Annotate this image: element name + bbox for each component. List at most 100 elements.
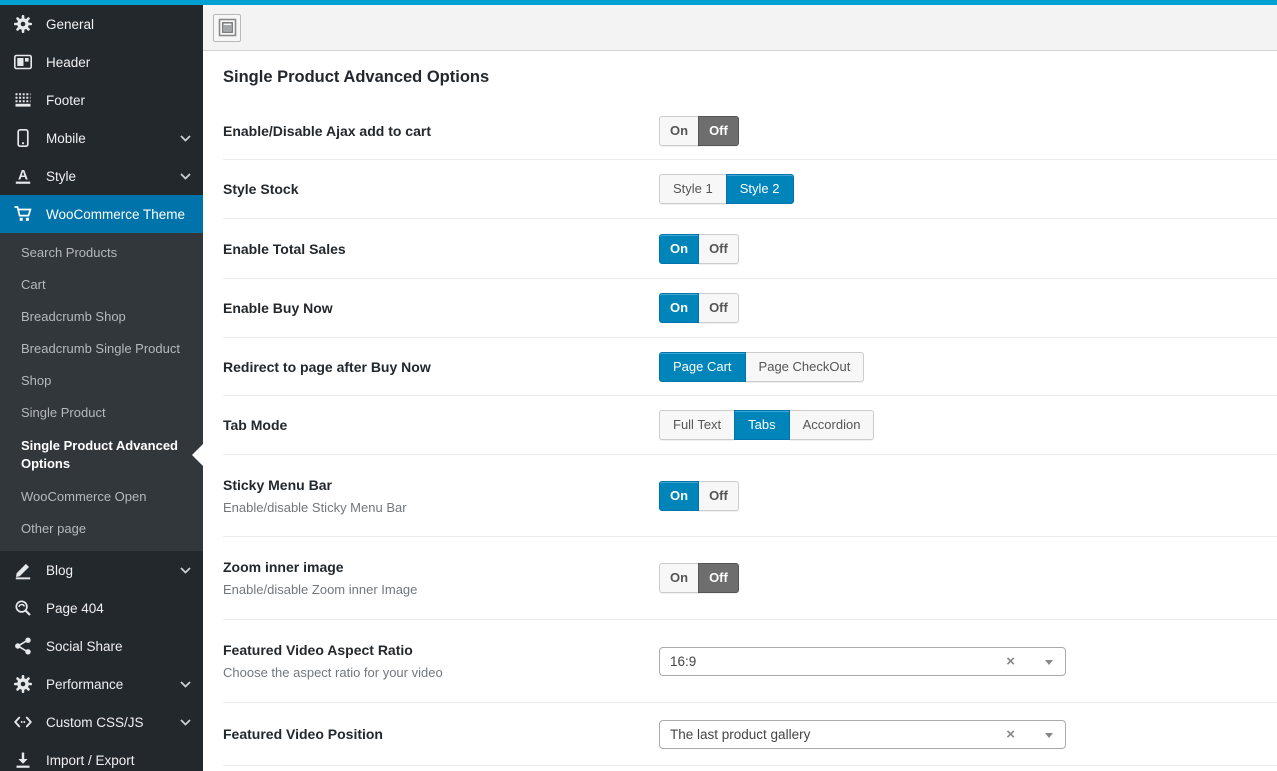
- sidebar-item-label: Import / Export: [46, 752, 135, 768]
- toggle-on-button[interactable]: On: [659, 480, 700, 511]
- toggle-on-button[interactable]: On: [659, 293, 700, 323]
- toggle-off-button[interactable]: Off: [698, 480, 739, 511]
- submenu-item-breadcrumb-single-product[interactable]: Breadcrumb Single Product: [21, 341, 180, 356]
- code-icon: [13, 712, 33, 732]
- sidebar-item-woocommerce-theme[interactable]: WooCommerce Theme: [0, 195, 203, 233]
- style-2-button[interactable]: Style 2: [725, 174, 794, 204]
- tabs-button[interactable]: Tabs: [734, 410, 790, 440]
- toggle-off-button[interactable]: Off: [698, 293, 739, 323]
- gear-icon: [13, 674, 33, 694]
- sidebar-item-style[interactable]: A Style: [0, 157, 203, 195]
- ajax-add-to-cart-toggle: On Off: [659, 116, 739, 146]
- style-1-button[interactable]: Style 1: [659, 174, 727, 204]
- option-row-ajax-add-to-cart: Enable/Disable Ajax add to cart On Off: [223, 103, 1277, 160]
- sidebar-item-label: Custom CSS/JS: [46, 714, 144, 730]
- page-title: Single Product Advanced Options: [223, 67, 490, 86]
- option-row-total-sales: Enable Total Sales On Off: [223, 219, 1277, 279]
- video-position-select[interactable]: The last product gallery ×: [659, 719, 1066, 749]
- toggle-off-button[interactable]: Off: [698, 116, 739, 146]
- sidebar-item-mobile[interactable]: Mobile: [0, 119, 203, 157]
- redirect-page-buttons: Page Cart Page CheckOut: [659, 351, 865, 382]
- submenu-item-cart[interactable]: Cart: [21, 277, 46, 292]
- zoom-inner-toggle: On Off: [659, 563, 739, 593]
- option-row-redirect-after-buy-now: Redirect to page after Buy Now Page Cart…: [223, 338, 1277, 396]
- option-label: Redirect to page after Buy Now: [223, 358, 431, 375]
- toggle-on-button[interactable]: On: [659, 116, 700, 146]
- full-text-button[interactable]: Full Text: [659, 410, 736, 440]
- mobile-icon: [13, 128, 33, 148]
- submenu-item-shop[interactable]: Shop: [21, 373, 52, 388]
- chevron-down-icon: [1045, 732, 1053, 738]
- submenu-item-breadcrumb-shop[interactable]: Breadcrumb Shop: [21, 309, 126, 324]
- sidebar-item-footer[interactable]: Footer: [0, 81, 203, 119]
- option-label: Sticky Menu Bar: [223, 476, 332, 493]
- tab-mode-buttons: Full Text Tabs Accordion: [659, 410, 875, 440]
- sidebar-item-label: Footer: [46, 92, 86, 108]
- sticky-menu-toggle: On Off: [659, 480, 739, 511]
- active-item-pointer: [192, 444, 203, 466]
- submenu-item-single-product-advanced-options[interactable]: Single Product Advanced Options: [0, 429, 203, 481]
- sidebar-item-blog[interactable]: Blog: [0, 551, 203, 589]
- option-label: Zoom inner image: [223, 559, 344, 575]
- header-icon: [13, 52, 33, 72]
- chevron-down-icon: [1045, 659, 1053, 665]
- option-row-style-stock: Style Stock Style 1 Style 2: [223, 160, 1277, 219]
- settings-panel: Single Product Advanced Options Enable/D…: [203, 51, 1277, 771]
- chevron-down-icon[interactable]: [180, 718, 191, 726]
- option-label: Tab Mode: [223, 417, 288, 433]
- submenu-item-woocommerce-open[interactable]: WooCommerce Open: [21, 489, 147, 504]
- sidebar-item-general[interactable]: General: [0, 5, 203, 43]
- clear-selection-icon[interactable]: ×: [1006, 652, 1015, 670]
- expand-panel-button[interactable]: [213, 13, 241, 42]
- sidebar-item-label: WooCommerce Theme: [46, 206, 186, 222]
- option-row-buy-now: Enable Buy Now On Off: [223, 279, 1277, 338]
- option-subtitle: Choose the aspect ratio for your video: [223, 665, 443, 680]
- option-label: Enable Total Sales: [223, 240, 346, 257]
- option-row-tab-mode: Tab Mode Full Text Tabs Accordion: [223, 396, 1277, 455]
- option-row-featured-video-position: Featured Video Position The last product…: [223, 703, 1277, 766]
- cart-icon: [13, 204, 33, 224]
- page-checkout-button[interactable]: Page CheckOut: [744, 351, 865, 382]
- sidebar-item-label: Social Share: [46, 638, 123, 654]
- share-icon: [13, 636, 33, 656]
- toggle-off-button[interactable]: Off: [698, 563, 739, 593]
- option-subtitle: Enable/disable Zoom inner Image: [223, 582, 418, 597]
- svg-text:A: A: [18, 167, 28, 183]
- sidebar-item-header[interactable]: Header: [0, 43, 203, 81]
- sidebar-item-label: General: [46, 16, 95, 32]
- panel-layout-icon: [218, 18, 236, 37]
- sidebar-item-custom-css-js[interactable]: Custom CSS/JS: [0, 703, 203, 741]
- submenu-item-search-products[interactable]: Search Products: [21, 245, 118, 260]
- toggle-on-button[interactable]: On: [659, 233, 700, 264]
- aspect-ratio-select[interactable]: 16:9 ×: [659, 646, 1066, 676]
- sidebar-item-page-404[interactable]: Page 404: [0, 589, 203, 627]
- content-toolbar: [203, 5, 1277, 51]
- sidebar-item-label: Performance: [46, 676, 124, 692]
- submenu-item-single-product[interactable]: Single Product: [21, 405, 106, 420]
- chevron-down-icon[interactable]: [180, 172, 191, 180]
- sidebar-item-performance[interactable]: Performance: [0, 665, 203, 703]
- sidebar-item-label: Blog: [46, 562, 74, 578]
- chevron-down-icon[interactable]: [180, 566, 191, 574]
- option-row-sticky-menu-bar: Sticky Menu Bar Enable/disable Sticky Me…: [223, 455, 1277, 537]
- options-sidebar: General Header Footer Mobile: [0, 5, 203, 771]
- accordion-button[interactable]: Accordion: [788, 410, 875, 440]
- toggle-off-button[interactable]: Off: [698, 233, 739, 264]
- page-cart-button[interactable]: Page Cart: [659, 351, 746, 382]
- sidebar-item-social-share[interactable]: Social Share: [0, 627, 203, 665]
- clear-selection-icon[interactable]: ×: [1006, 725, 1015, 743]
- option-subtitle: Enable/disable Sticky Menu Bar: [223, 499, 407, 515]
- total-sales-toggle: On Off: [659, 233, 739, 264]
- sidebar-top-menu: General Header Footer Mobile: [0, 5, 203, 233]
- toggle-on-button[interactable]: On: [659, 563, 700, 593]
- selected-value: The last product gallery: [670, 726, 811, 742]
- search-404-icon: [13, 598, 33, 618]
- style-a-icon: A: [13, 166, 33, 186]
- style-stock-buttons: Style 1 Style 2: [659, 174, 794, 204]
- chevron-down-icon[interactable]: [180, 134, 191, 142]
- sidebar-item-label: Style: [46, 168, 77, 184]
- chevron-down-icon[interactable]: [180, 680, 191, 688]
- sidebar-item-import-export[interactable]: Import / Export: [0, 741, 203, 771]
- gear-icon: [13, 14, 33, 34]
- submenu-item-other-page[interactable]: Other page: [21, 521, 87, 536]
